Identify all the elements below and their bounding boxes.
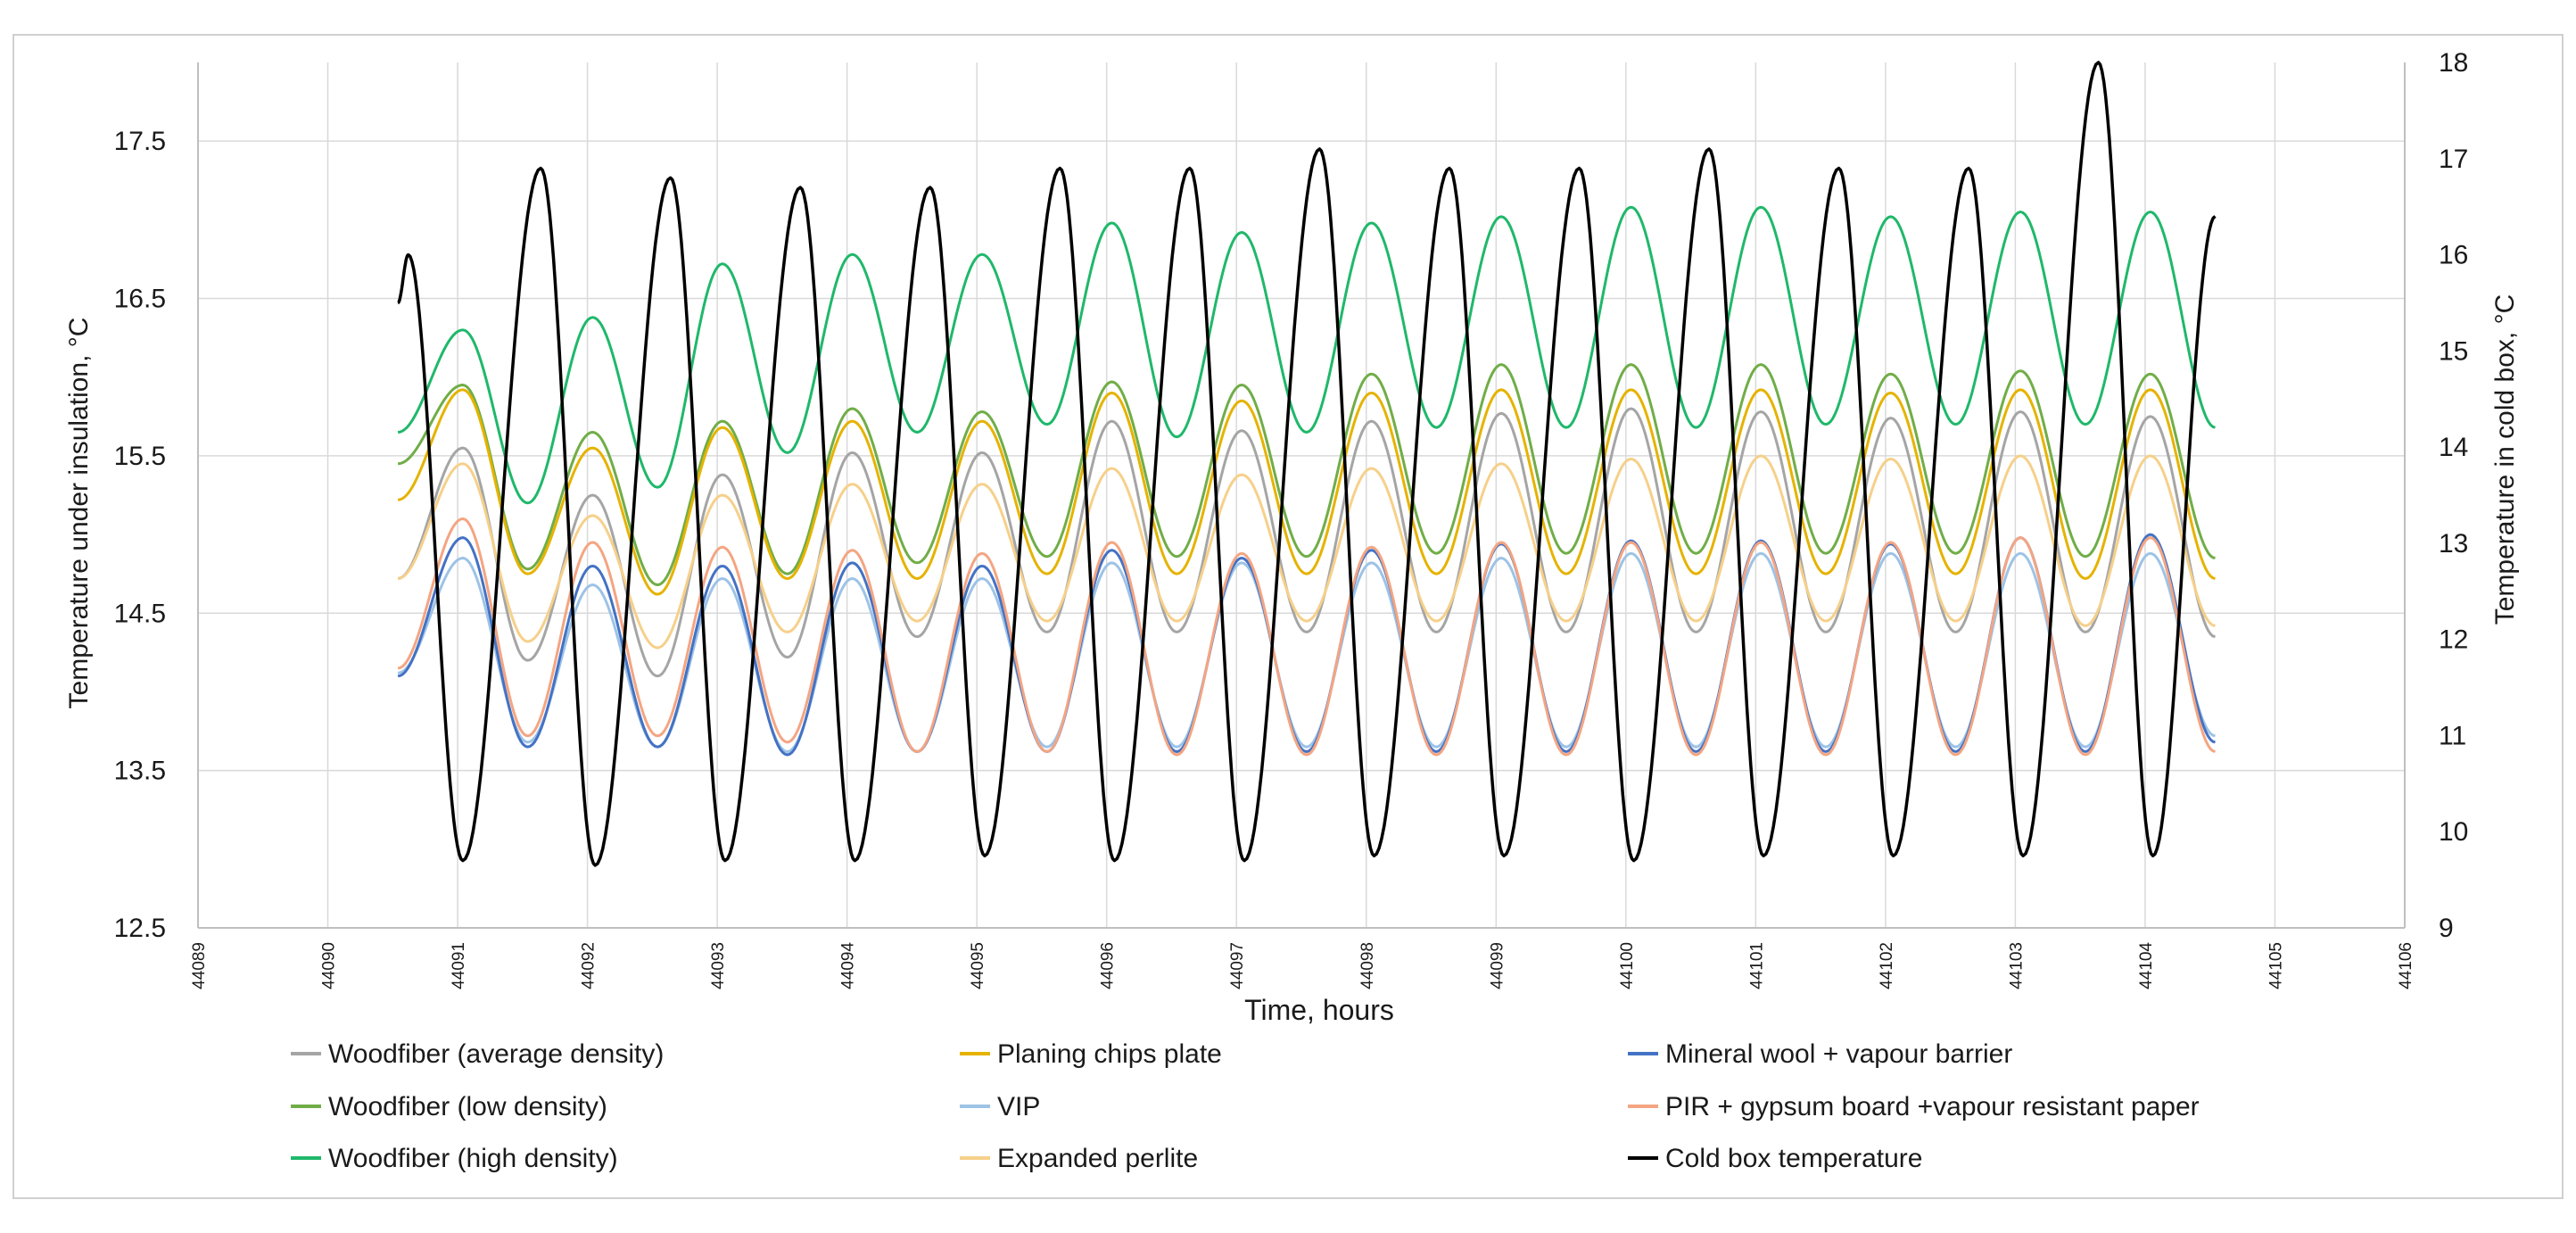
y-tick-label: 12.5 (114, 914, 166, 943)
series-line-planing-chips-plate (397, 388, 2216, 596)
x-tick-label: 44104 (2137, 942, 2156, 989)
legend-item-mineral-wool-vapour-barrier: Mineral wool + vapour barrier (1628, 1039, 2012, 1069)
y-tick-label: 15.5 (114, 442, 166, 471)
x-tick-label: 44092 (580, 942, 599, 989)
legend-label: Woodfiber (high density) (328, 1144, 618, 1173)
x-tick-label: 44094 (839, 942, 858, 989)
y2-axis-title: Temperature in cold box, °C (2490, 294, 2520, 625)
x-tick-label: 44101 (1747, 942, 1766, 989)
x-tick-label: 44090 (320, 942, 339, 989)
y2-tick-label: 18 (2439, 48, 2468, 78)
y-tick-label: 17.5 (114, 127, 166, 156)
x-tick-label: 44096 (1099, 942, 1118, 989)
x-tick-label: 44103 (2007, 942, 2026, 989)
y2-tick-label: 15 (2439, 336, 2468, 366)
y2-tick-label: 11 (2439, 721, 2466, 750)
series-line-woodfiber-average-density (397, 407, 2216, 678)
series-line-expanded-perlite (397, 454, 2216, 650)
legend-label: Mineral wool + vapour barrier (1665, 1039, 2012, 1069)
legend-item-cold-box-temperature: Cold box temperature (1628, 1144, 1923, 1173)
legend-label: Woodfiber (low density) (328, 1092, 607, 1121)
legend-item-pir-gypsum-board-vapour-resistant-paper: PIR + gypsum board +vapour resistant pap… (1628, 1092, 2200, 1121)
x-tick-label: 44100 (1618, 942, 1637, 989)
legend-label: PIR + gypsum board +vapour resistant pap… (1665, 1092, 2200, 1121)
x-tick-label: 44097 (1228, 942, 1247, 989)
legend-item-expanded-perlite: Expanded perlite (960, 1144, 1198, 1173)
x-tick-label: 44106 (2397, 942, 2415, 989)
legend-item-woodfiber-high-density: Woodfiber (high density) (291, 1144, 618, 1173)
series-line-cold-box-temperature (396, 61, 2217, 867)
y2-tick-label: 13 (2439, 529, 2468, 559)
series-group (396, 61, 2217, 867)
x-tick-label: 44105 (2266, 942, 2285, 989)
y2-tick-label: 17 (2439, 145, 2468, 174)
x-tick-label: 44102 (1878, 942, 1896, 989)
y2-tick-label: 9 (2439, 914, 2454, 943)
y-tick-label: 16.5 (114, 285, 166, 314)
y-axis-title: Temperature under insulation, °C (64, 318, 94, 709)
legend-item-vip: VIP (960, 1092, 1040, 1121)
legend-item-woodfiber-low-density: Woodfiber (low density) (291, 1092, 607, 1121)
x-tick-label: 44093 (709, 942, 728, 989)
x-tick-label: 44089 (190, 942, 209, 989)
y2-tick-label: 14 (2439, 433, 2468, 462)
gridlines (197, 62, 2406, 929)
legend-label: Cold box temperature (1665, 1144, 1923, 1173)
y2-tick-label: 12 (2439, 625, 2468, 655)
y-tick-label: 13.5 (114, 757, 166, 786)
chart-frame (12, 34, 2564, 1199)
legend-label: Planing chips plate (997, 1039, 1222, 1069)
legend-label: VIP (997, 1092, 1040, 1121)
x-tick-label: 44099 (1488, 942, 1507, 989)
legend-item-woodfiber-average-density: Woodfiber (average density) (291, 1039, 664, 1069)
x-tick-label: 44091 (450, 942, 468, 989)
legend-label: Expanded perlite (997, 1144, 1198, 1173)
x-tick-label: 44098 (1358, 942, 1377, 989)
x-tick-label: 44095 (969, 942, 987, 989)
legend-label: Woodfiber (average density) (328, 1039, 664, 1069)
legend-item-planing-chips-plate: Planing chips plate (960, 1039, 1222, 1069)
y2-tick-label: 16 (2439, 241, 2468, 270)
series-line-woodfiber-low-density (397, 363, 2216, 586)
series-line-woodfiber-high-density (397, 205, 2216, 505)
y-tick-label: 14.5 (114, 599, 166, 628)
y2-tick-label: 10 (2439, 817, 2468, 847)
x-axis-title: Time, hours (1244, 994, 1394, 1026)
series-line-vip (397, 551, 2216, 753)
